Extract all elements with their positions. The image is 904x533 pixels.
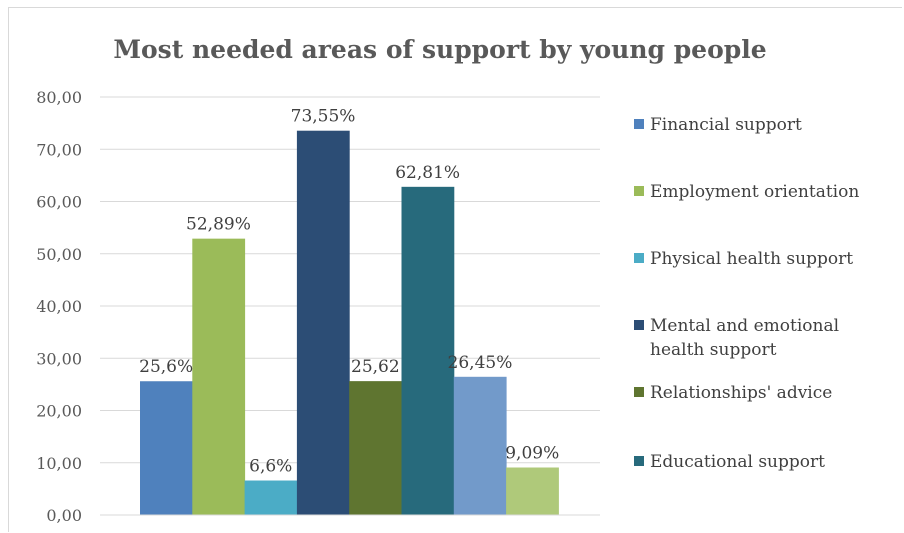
- data-label: 52,89%: [186, 215, 251, 235]
- legend-item: Mental and emotional health support: [634, 314, 898, 362]
- y-tick-label: 70,00: [36, 140, 82, 159]
- legend-label: Physical health support: [650, 249, 854, 269]
- bar: [296, 130, 350, 516]
- legend-item: Educational support: [634, 450, 898, 474]
- bar: [401, 186, 455, 515]
- data-label: 25,62: [351, 357, 400, 377]
- legend-swatch: [634, 253, 644, 263]
- bar: [244, 480, 298, 515]
- data-label: 9,09%: [505, 444, 559, 464]
- legend-swatch: [634, 119, 644, 129]
- bar: [349, 381, 402, 515]
- legend-label: Relationships' advice: [650, 383, 833, 403]
- legend-swatch: [634, 456, 644, 466]
- bar: [453, 376, 507, 515]
- data-label: 73,55%: [291, 107, 356, 127]
- legend: Financial support Employment orientation P…: [634, 0, 902, 533]
- data-label: 25,6%: [139, 357, 193, 377]
- data-label: 62,81%: [395, 163, 460, 183]
- legend-item: Relationships' advice: [634, 381, 898, 405]
- bar: [140, 381, 193, 515]
- legend-item: Physical health support: [634, 247, 898, 271]
- legend-label: Educational support: [650, 452, 825, 472]
- legend-item: Employment orientation: [634, 180, 898, 204]
- y-tick-label: 10,00: [36, 454, 82, 473]
- y-tick-label: 60,00: [36, 193, 82, 212]
- bar: [192, 238, 246, 515]
- y-tick-label: 50,00: [36, 245, 82, 264]
- y-tick-label: 80,00: [36, 88, 82, 107]
- legend-swatch: [634, 387, 644, 397]
- bar: [506, 467, 559, 515]
- data-label: 26,45%: [448, 353, 513, 373]
- data-labels: 25,6% 52,89% 6,6% 73,55% 25,62 62,81% 26,45% 9,…: [139, 107, 559, 477]
- legend-item: Financial support: [634, 113, 898, 137]
- y-tick-label: 40,00: [36, 297, 82, 316]
- legend-label: Employment orientation: [650, 182, 860, 202]
- legend-swatch: [634, 186, 644, 196]
- legend-label: Mental and emotional health support: [650, 316, 840, 360]
- gridlines: [100, 96, 600, 464]
- data-label: 6,6%: [249, 457, 292, 477]
- chart-title: Most needed areas of support by young pe…: [113, 35, 767, 64]
- legend-label: Financial support: [650, 115, 802, 135]
- y-tick-label: 0,00: [46, 506, 82, 525]
- y-tick-label: 20,00: [36, 402, 82, 421]
- y-tick-label: 30,00: [36, 349, 82, 368]
- y-axis-tick-labels: 0,00 10,00 20,00 30,00 40,00 50,00 60,00 70,00 8…: [36, 88, 82, 525]
- bars: [140, 130, 559, 516]
- legend-swatch: [634, 320, 644, 330]
